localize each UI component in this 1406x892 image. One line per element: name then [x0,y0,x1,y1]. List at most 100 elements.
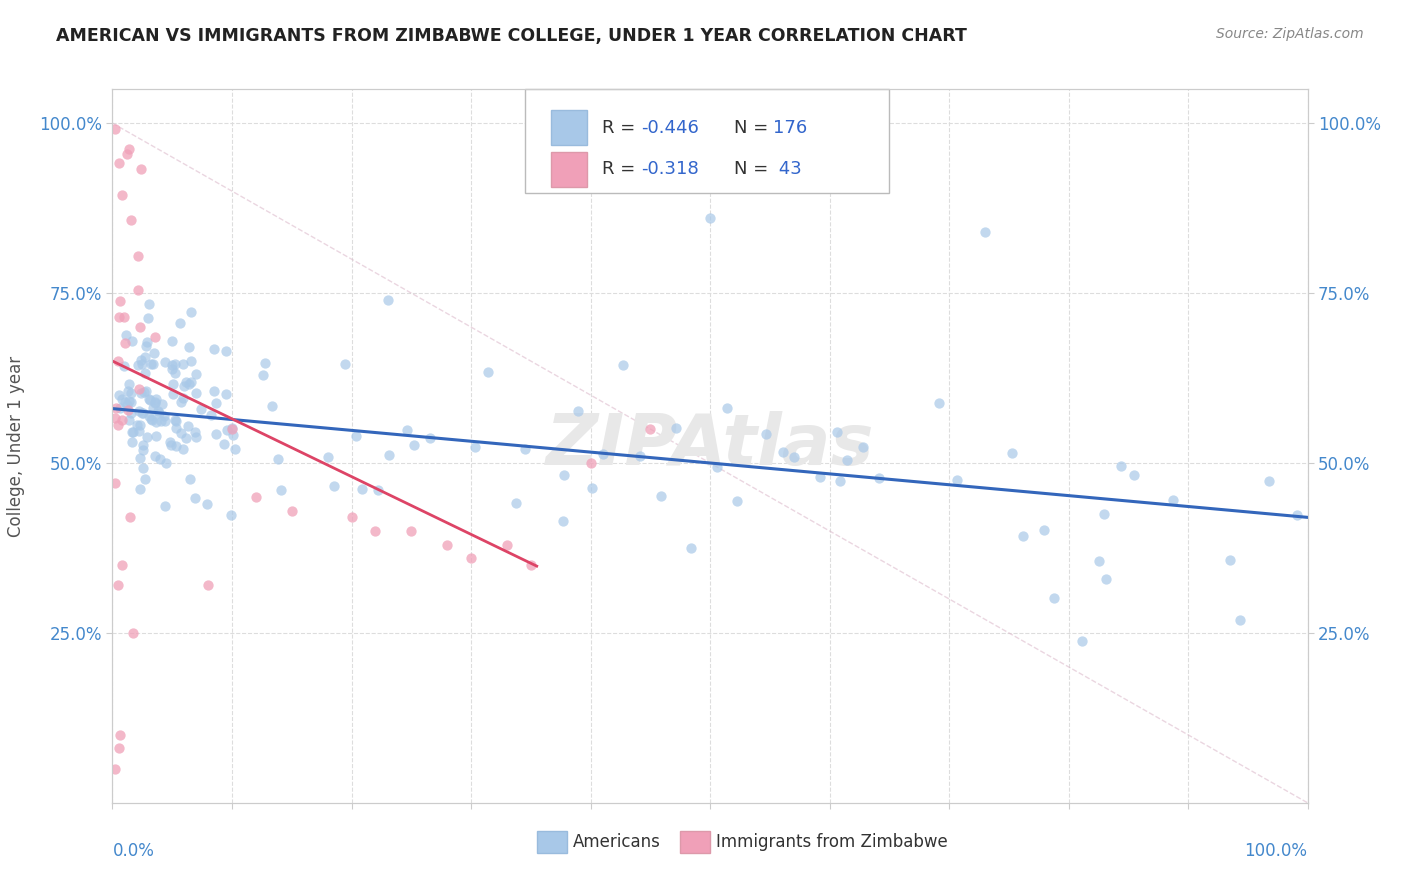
Point [160,358,183,372]
Point [221,508,243,523]
Point [592,447,614,461]
Point [132,461,155,475]
Point [221,421,243,435]
Point [143,346,166,360]
Point [772,445,794,459]
Point [127,249,149,263]
Bar [681,830,710,854]
Point [108,310,131,324]
Point [180,304,202,318]
Point [108,401,131,415]
Point [974,225,997,239]
Point [107,417,129,432]
Point [118,510,141,524]
Point [145,429,167,443]
FancyBboxPatch shape [524,89,889,193]
Point [127,284,149,298]
Point [142,357,165,371]
Point [224,442,246,456]
Point [128,383,150,397]
Point [131,406,153,420]
Point [131,353,153,368]
Point [281,503,304,517]
Point [127,358,149,372]
Point [138,409,160,423]
Point [344,429,367,443]
Text: N =: N = [734,161,773,178]
Point [153,355,176,369]
Point [364,524,387,538]
Point [946,473,969,487]
Point [202,384,225,398]
Point [1071,634,1094,648]
Point [127,417,149,432]
Point [553,467,575,482]
Point [148,406,170,420]
Point [173,379,195,393]
Point [104,122,127,136]
Point [108,293,131,308]
Point [143,330,166,344]
Text: Immigrants from Zimbabwe: Immigrants from Zimbabwe [716,833,948,851]
Point [150,396,173,410]
Point [118,142,141,156]
Point [121,334,143,349]
Point [520,558,543,572]
Point [136,334,159,349]
Point [202,343,225,357]
Point [252,368,274,382]
Point [172,442,194,456]
Point [143,449,166,463]
Point [129,161,152,176]
Point [134,366,156,380]
Point [567,403,589,417]
Point [581,481,603,495]
Point [222,428,245,442]
Point [184,368,207,382]
Point [118,377,141,392]
Point [134,385,156,400]
Point [1087,554,1109,568]
Point [162,376,184,391]
Point [162,362,184,376]
Point [155,456,177,470]
Point [665,421,688,435]
Text: Americans: Americans [572,833,661,851]
Point [706,460,728,475]
Point [436,537,458,551]
Point [107,578,129,592]
Point [217,424,239,438]
Point [869,471,891,485]
Point [177,419,200,434]
Text: 100.0%: 100.0% [1244,842,1308,860]
Point [128,451,150,466]
Point [108,728,131,742]
Point [120,405,142,419]
Point [122,626,145,640]
Point [108,156,131,170]
Point [505,495,527,509]
Point [114,310,136,325]
Point [117,384,139,398]
Point [190,402,212,417]
Point [134,351,156,365]
Point [138,392,160,407]
Text: -0.446: -0.446 [641,119,699,136]
Point [146,403,169,417]
Text: -0.318: -0.318 [641,161,699,178]
Point [464,440,486,454]
Point [180,354,202,368]
Point [131,357,153,371]
Text: 43: 43 [773,161,801,178]
Point [163,412,186,426]
Point [107,741,129,756]
Point [104,762,127,776]
Point [115,146,138,161]
Point [122,425,145,440]
Text: AMERICAN VS IMMIGRANTS FROM ZIMBABWE COLLEGE, UNDER 1 YEAR CORRELATION CHART: AMERICAN VS IMMIGRANTS FROM ZIMBABWE COL… [56,27,967,45]
Point [1258,474,1281,488]
Point [128,424,150,438]
Point [716,401,738,416]
Bar [537,830,567,854]
Text: N =: N = [734,119,773,136]
